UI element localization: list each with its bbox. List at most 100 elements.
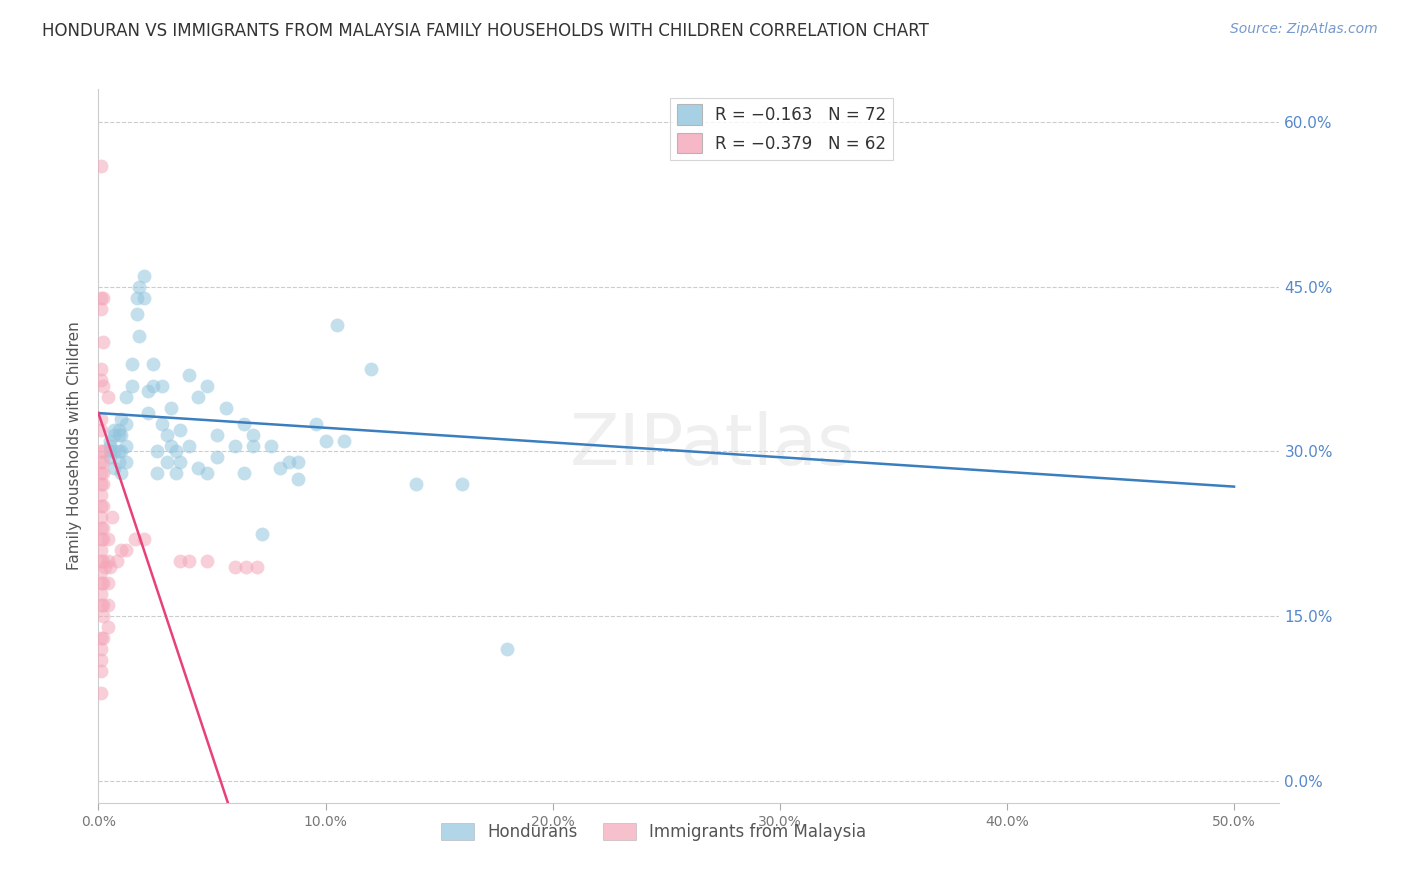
Point xyxy=(205,428,228,442)
Point xyxy=(91,500,114,514)
Point xyxy=(179,439,201,453)
Point xyxy=(138,384,160,398)
Point xyxy=(91,455,114,469)
Text: HONDURAN VS IMMIGRANTS FROM MALAYSIA FAMILY HOUSEHOLDS WITH CHILDREN CORRELATION: HONDURAN VS IMMIGRANTS FROM MALAYSIA FAM… xyxy=(42,22,929,40)
Point xyxy=(169,554,191,568)
Point xyxy=(91,444,114,458)
Point xyxy=(91,378,114,392)
Point xyxy=(179,554,201,568)
Point xyxy=(315,434,337,448)
Point xyxy=(197,467,219,481)
Point xyxy=(205,450,228,464)
Point xyxy=(125,291,148,305)
Point xyxy=(187,390,209,404)
Point xyxy=(114,439,136,453)
Point xyxy=(90,291,112,305)
Point xyxy=(114,417,136,431)
Point xyxy=(101,510,124,524)
Point xyxy=(91,467,114,481)
Point xyxy=(98,444,121,458)
Point xyxy=(160,401,183,415)
Point xyxy=(110,444,132,458)
Point xyxy=(128,280,150,294)
Point xyxy=(250,526,273,541)
Point xyxy=(138,406,160,420)
Point xyxy=(96,390,118,404)
Point xyxy=(121,357,143,371)
Point xyxy=(179,368,201,382)
Point xyxy=(496,642,519,657)
Point xyxy=(90,477,112,491)
Point xyxy=(165,467,187,481)
Point xyxy=(90,362,112,376)
Point xyxy=(90,664,112,678)
Point xyxy=(90,500,112,514)
Point xyxy=(187,461,209,475)
Point xyxy=(114,390,136,404)
Point xyxy=(224,439,246,453)
Point xyxy=(121,378,143,392)
Point xyxy=(246,559,269,574)
Point xyxy=(124,533,146,547)
Point xyxy=(214,401,236,415)
Point xyxy=(90,653,112,667)
Point xyxy=(90,554,112,568)
Point xyxy=(224,559,246,574)
Point xyxy=(146,467,169,481)
Point xyxy=(90,488,112,502)
Point xyxy=(103,444,125,458)
Point xyxy=(269,461,291,475)
Point xyxy=(96,554,118,568)
Point xyxy=(103,423,125,437)
Point xyxy=(91,334,114,349)
Point xyxy=(98,434,121,448)
Point xyxy=(132,291,155,305)
Point xyxy=(90,301,112,316)
Point xyxy=(90,576,112,591)
Point xyxy=(90,411,112,425)
Point xyxy=(90,533,112,547)
Point xyxy=(197,378,219,392)
Point xyxy=(103,428,125,442)
Point xyxy=(96,620,118,634)
Point xyxy=(108,455,131,469)
Point xyxy=(90,543,112,558)
Point xyxy=(278,455,301,469)
Point xyxy=(90,510,112,524)
Point xyxy=(197,554,219,568)
Point xyxy=(287,455,309,469)
Point xyxy=(91,609,114,624)
Point xyxy=(142,357,165,371)
Point xyxy=(169,423,191,437)
Point xyxy=(90,159,112,173)
Point xyxy=(96,533,118,547)
Point xyxy=(91,533,114,547)
Point xyxy=(94,559,117,574)
Point xyxy=(169,455,191,469)
Point xyxy=(405,477,427,491)
Y-axis label: Family Households with Children: Family Households with Children xyxy=(67,322,83,570)
Point xyxy=(235,559,257,574)
Point xyxy=(305,417,328,431)
Point xyxy=(90,598,112,612)
Point xyxy=(232,417,254,431)
Point xyxy=(91,598,114,612)
Point xyxy=(105,554,128,568)
Point xyxy=(132,268,155,283)
Point xyxy=(90,455,112,469)
Point xyxy=(108,444,131,458)
Point xyxy=(150,417,173,431)
Legend: Hondurans, Immigrants from Malaysia: Hondurans, Immigrants from Malaysia xyxy=(434,816,873,848)
Point xyxy=(90,566,112,580)
Point xyxy=(90,686,112,700)
Point xyxy=(150,378,173,392)
Point xyxy=(114,455,136,469)
Point xyxy=(98,450,121,464)
Point xyxy=(110,428,132,442)
Point xyxy=(90,587,112,601)
Point xyxy=(132,533,155,547)
Point xyxy=(98,439,121,453)
Point xyxy=(110,411,132,425)
Point xyxy=(146,444,169,458)
Point xyxy=(110,543,132,558)
